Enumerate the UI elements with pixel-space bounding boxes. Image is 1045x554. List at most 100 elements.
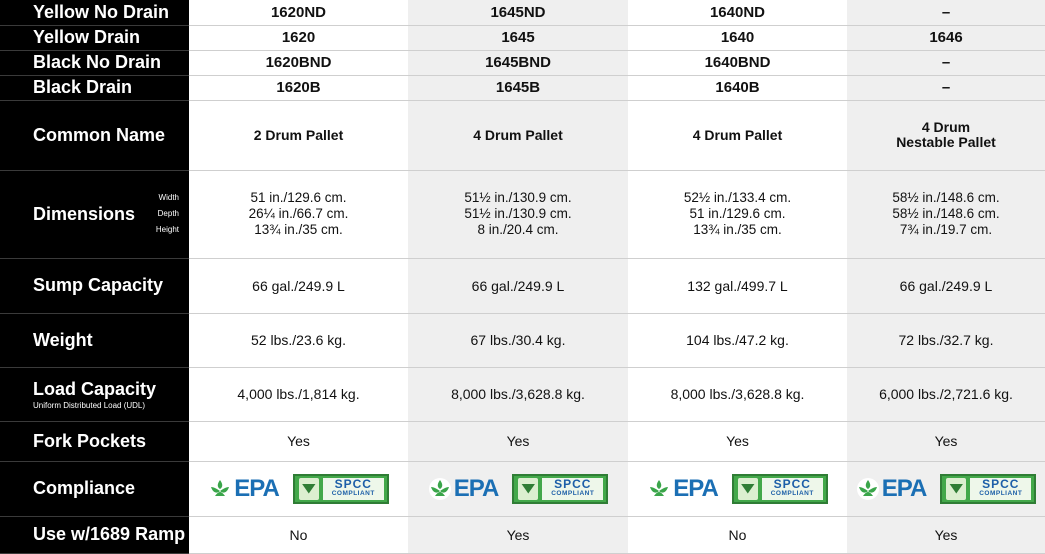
row-label: Sump Capacity (0, 258, 189, 314)
row-load-capacity: Load Capacity Uniform Distributed Load (… (0, 367, 1045, 422)
epa-text: EPA (881, 474, 928, 502)
common-name-cell: 4 Drum Pallet (628, 100, 847, 171)
model-cell: 1645ND (408, 0, 628, 26)
model-cell: 1646 (847, 25, 1045, 51)
row-label: Yellow Drain (0, 25, 189, 51)
common-name-cell: 4 Drum Nestable Pallet (847, 100, 1045, 171)
value-cell: 72 lbs./32.7 kg. (847, 313, 1045, 368)
row-yellow-no-drain: Yellow No Drain 1620ND 1645ND 1640ND – (0, 0, 1045, 26)
epa-text: EPA (453, 474, 500, 502)
model-cell: 1620BND (189, 50, 408, 76)
row-label: Fork Pockets (0, 421, 189, 462)
dimensions-cell: 51½ in./130.9 cm. 51½ in./130.9 cm. 8 in./… (408, 170, 628, 259)
value-cell: Yes (408, 516, 628, 554)
compliance-cell: EPA SPCC COMPLIANT (408, 461, 628, 517)
row-fork-pockets: Fork Pockets Yes Yes Yes Yes (0, 421, 1045, 462)
spcc-text: SPCC (334, 477, 372, 491)
value-cell: No (628, 516, 847, 554)
spcc-compliant-logo: SPCC COMPLIANT (292, 473, 389, 504)
row-label: Load Capacity Uniform Distributed Load (… (0, 367, 189, 422)
epa-flower-icon (856, 477, 879, 500)
common-name-cell: 2 Drum Pallet (189, 100, 408, 171)
model-cell: – (847, 50, 1045, 76)
row-label: Yellow No Drain (0, 0, 189, 26)
model-cell: 1640ND (628, 0, 847, 26)
epa-logo: EPA (647, 474, 719, 503)
model-cell: – (847, 75, 1045, 101)
spcc-text: SPCC (982, 477, 1020, 491)
value-cell: 6,000 lbs./2,721.6 kg. (847, 367, 1045, 422)
row-label: Compliance (0, 461, 189, 517)
dimensions-cell: 58½ in./148.6 cm. 58½ in./148.6 cm. 7¾ in.… (847, 170, 1045, 259)
compliance-cell: EPA SPCC COMPLIANT (189, 461, 408, 517)
value-cell: No (189, 516, 408, 554)
spcc-shield-icon (518, 477, 539, 500)
spcc-text: SPCC (554, 477, 592, 491)
value-cell: 66 gal./249.9 L (847, 258, 1045, 314)
epa-text: EPA (673, 474, 719, 502)
model-cell: 1620 (189, 25, 408, 51)
model-cell: 1640 (628, 25, 847, 51)
compliance-cell: EPA SPCC COMPLIANT (628, 461, 847, 517)
spcc-compliant-logo: SPCC COMPLIANT (940, 473, 1037, 504)
value-cell: 104 lbs./47.2 kg. (628, 313, 847, 368)
row-black-drain: Black Drain 1620B 1645B 1640B – (0, 75, 1045, 101)
common-name-cell: 4 Drum Pallet (408, 100, 628, 171)
spcc-compliant-logo: SPCC COMPLIANT (512, 473, 609, 504)
value-cell: Yes (408, 421, 628, 462)
model-cell: 1640B (628, 75, 847, 101)
spcc-shield-icon (946, 477, 967, 500)
row-label: Use w/1689 Ramp (0, 516, 189, 554)
compliance-logos: EPA SPCC COMPLIANT (628, 473, 847, 504)
spcc-shield-icon (298, 477, 319, 500)
value-cell: Yes (189, 421, 408, 462)
value-cell: 8,000 lbs./3,628.8 kg. (628, 367, 847, 422)
dimension-sublabels: Width Depth Height (155, 193, 179, 234)
row-label: Dimensions Width Depth Height (0, 170, 189, 259)
model-cell: 1645BND (408, 50, 628, 76)
value-cell: 66 gal./249.9 L (189, 258, 408, 314)
model-cell: 1620ND (189, 0, 408, 26)
model-cell: 1640BND (628, 50, 847, 76)
row-sump-capacity: Sump Capacity 66 gal./249.9 L 66 gal./24… (0, 258, 1045, 314)
load-capacity-sublabel: Uniform Distributed Load (UDL) (33, 400, 146, 410)
row-dimensions: Dimensions Width Depth Height 51 in./129… (0, 170, 1045, 259)
spcc-subtext: COMPLIANT (979, 490, 1023, 497)
row-yellow-drain: Yellow Drain 1620 1645 1640 1646 (0, 25, 1045, 51)
row-label: Weight (0, 313, 189, 368)
row-common-name: Common Name 2 Drum Pallet 4 Drum Pallet … (0, 100, 1045, 171)
spcc-subtext: COMPLIANT (331, 490, 375, 497)
dimensions-cell: 51 in./129.6 cm. 26¼ in./66.7 cm. 13¾ in./… (189, 170, 408, 259)
epa-flower-icon (648, 477, 671, 500)
model-cell: 1645B (408, 75, 628, 101)
epa-text: EPA (234, 474, 280, 502)
value-cell: 8,000 lbs./3,628.8 kg. (408, 367, 628, 422)
compliance-logos: EPA SPCC COMPLIANT (408, 473, 628, 504)
row-label: Black No Drain (0, 50, 189, 76)
spcc-compliant-logo: SPCC COMPLIANT (731, 473, 828, 504)
compliance-cell: EPA SPCC COMPLIANT (847, 461, 1045, 517)
compliance-logos: EPA SPCC COMPLIANT (847, 473, 1045, 504)
value-cell: 52 lbs./23.6 kg. (189, 313, 408, 368)
epa-logo: EPA (428, 475, 499, 503)
epa-flower-icon (209, 477, 232, 500)
value-cell: 67 lbs./30.4 kg. (408, 313, 628, 368)
epa-logo: EPA (208, 474, 280, 503)
row-weight: Weight 52 lbs./23.6 kg. 67 lbs./30.4 kg.… (0, 313, 1045, 368)
epa-logo: EPA (856, 475, 927, 503)
row-compliance: Compliance EPA SPCC COMPLIANT (0, 461, 1045, 517)
row-black-no-drain: Black No Drain 1620BND 1645BND 1640BND – (0, 50, 1045, 76)
value-cell: 4,000 lbs./1,814 kg. (189, 367, 408, 422)
spcc-shield-icon (737, 477, 758, 500)
row-label: Black Drain (0, 75, 189, 101)
value-cell: 132 gal./499.7 L (628, 258, 847, 314)
model-cell: – (847, 0, 1045, 26)
value-cell: 66 gal./249.9 L (408, 258, 628, 314)
load-capacity-label: Load Capacity (33, 378, 157, 399)
spcc-text: SPCC (773, 477, 811, 491)
value-cell: Yes (847, 516, 1045, 554)
dimensions-cell: 52½ in./133.4 cm. 51 in./129.6 cm. 13¾ in.… (628, 170, 847, 259)
value-cell: Yes (847, 421, 1045, 462)
row-label: Common Name (0, 100, 189, 171)
row-ramp: Use w/1689 Ramp No Yes No Yes (0, 516, 1045, 554)
